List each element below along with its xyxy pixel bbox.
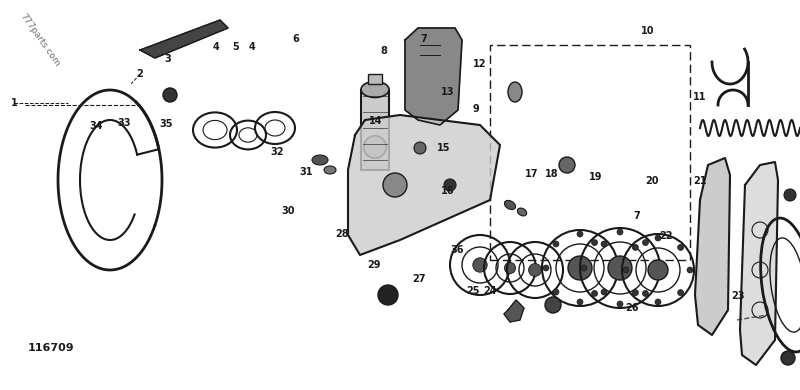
Circle shape	[617, 301, 623, 307]
Text: 7: 7	[421, 34, 427, 44]
Circle shape	[383, 173, 407, 197]
Circle shape	[784, 189, 796, 201]
Ellipse shape	[518, 208, 526, 216]
Polygon shape	[504, 300, 524, 322]
Ellipse shape	[508, 82, 522, 102]
Text: 34: 34	[90, 121, 102, 131]
Text: 31: 31	[300, 167, 313, 177]
Text: 35: 35	[160, 119, 173, 129]
Circle shape	[687, 267, 693, 273]
Text: 116709: 116709	[28, 343, 74, 353]
Circle shape	[577, 231, 583, 237]
Text: 6: 6	[293, 34, 299, 44]
Text: 20: 20	[646, 176, 658, 186]
Text: 16: 16	[442, 186, 454, 196]
Text: 32: 32	[270, 147, 283, 157]
Circle shape	[568, 256, 592, 280]
Text: 19: 19	[590, 172, 602, 183]
Circle shape	[608, 256, 632, 280]
Polygon shape	[405, 28, 462, 125]
Text: 2: 2	[137, 69, 143, 79]
Circle shape	[529, 264, 542, 277]
Circle shape	[553, 289, 559, 295]
Circle shape	[378, 285, 398, 305]
Circle shape	[601, 241, 607, 247]
Text: 18: 18	[545, 168, 559, 179]
Circle shape	[655, 299, 661, 305]
Text: 28: 28	[335, 229, 350, 239]
Text: 9: 9	[473, 104, 479, 114]
Circle shape	[473, 258, 487, 272]
Text: 4: 4	[213, 42, 219, 52]
Text: 29: 29	[367, 260, 380, 270]
Text: 7: 7	[634, 211, 640, 222]
Bar	[361, 89, 389, 170]
Circle shape	[414, 142, 426, 154]
Circle shape	[553, 241, 559, 247]
Circle shape	[655, 235, 661, 241]
Circle shape	[617, 229, 623, 235]
Text: 33: 33	[118, 118, 130, 128]
Text: 8: 8	[381, 46, 387, 56]
Circle shape	[653, 265, 659, 271]
Text: 777parts.com: 777parts.com	[18, 12, 62, 69]
Circle shape	[642, 239, 649, 246]
Circle shape	[545, 297, 561, 313]
Text: 1: 1	[11, 98, 18, 108]
Circle shape	[642, 291, 649, 296]
Bar	[368, 73, 382, 83]
Circle shape	[577, 299, 583, 305]
Text: 22: 22	[659, 231, 672, 241]
Polygon shape	[740, 162, 778, 365]
Text: 30: 30	[282, 206, 294, 216]
Polygon shape	[348, 115, 500, 255]
Text: 12: 12	[474, 59, 486, 69]
Text: 25: 25	[466, 285, 479, 296]
Circle shape	[781, 351, 795, 365]
Circle shape	[591, 291, 598, 296]
Text: 15: 15	[438, 143, 450, 153]
Circle shape	[421, 53, 439, 71]
Text: 11: 11	[694, 92, 706, 103]
Ellipse shape	[361, 82, 389, 98]
Circle shape	[504, 262, 516, 274]
Circle shape	[623, 267, 629, 273]
Circle shape	[591, 239, 598, 246]
Circle shape	[611, 265, 617, 271]
Text: 21: 21	[694, 176, 706, 186]
Text: 4: 4	[249, 42, 255, 52]
Circle shape	[444, 179, 456, 191]
Bar	[490, 45, 690, 260]
Circle shape	[648, 260, 668, 280]
Text: 5: 5	[233, 42, 239, 52]
Text: 3: 3	[165, 53, 171, 64]
Ellipse shape	[364, 136, 386, 158]
Ellipse shape	[505, 200, 515, 209]
Circle shape	[543, 265, 549, 271]
Circle shape	[632, 245, 638, 250]
Ellipse shape	[312, 155, 328, 165]
Text: 27: 27	[413, 274, 426, 284]
Circle shape	[163, 88, 177, 102]
Text: 17: 17	[526, 168, 538, 179]
Circle shape	[678, 290, 684, 296]
Circle shape	[601, 289, 607, 295]
Ellipse shape	[324, 166, 336, 174]
Text: 24: 24	[483, 285, 496, 296]
Text: 36: 36	[450, 245, 463, 255]
Polygon shape	[695, 158, 730, 335]
Circle shape	[678, 245, 684, 250]
Text: 26: 26	[626, 303, 638, 313]
Circle shape	[581, 265, 587, 271]
Polygon shape	[140, 20, 228, 58]
Text: 23: 23	[731, 291, 744, 301]
Text: 13: 13	[442, 87, 454, 97]
Text: 10: 10	[642, 26, 654, 36]
Text: 14: 14	[370, 116, 382, 126]
Circle shape	[559, 157, 575, 173]
Circle shape	[632, 290, 638, 296]
